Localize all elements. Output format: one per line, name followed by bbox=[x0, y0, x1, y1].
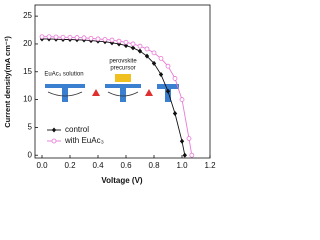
y-tick-label: 5 bbox=[28, 123, 33, 132]
point bbox=[88, 35, 94, 41]
legend-label: with EuAc₃ bbox=[64, 136, 104, 145]
point bbox=[46, 34, 52, 40]
point bbox=[123, 39, 129, 45]
point bbox=[53, 34, 59, 40]
point bbox=[144, 46, 150, 52]
x-tick-label: 0.8 bbox=[148, 161, 160, 170]
spin-arrow bbox=[47, 91, 83, 97]
point bbox=[182, 152, 187, 158]
chuck bbox=[120, 88, 126, 102]
point bbox=[165, 88, 171, 94]
chuck bbox=[62, 88, 68, 102]
point bbox=[74, 35, 80, 40]
point bbox=[67, 34, 73, 40]
y-tick-label: 25 bbox=[23, 11, 32, 20]
point bbox=[172, 76, 178, 81]
point bbox=[186, 136, 192, 141]
inset: EuAc₃ solution perovskite precursor bbox=[44, 59, 179, 102]
x-tick-label: 0.2 bbox=[64, 161, 76, 170]
plot-frame bbox=[34, 4, 211, 159]
substrate bbox=[105, 84, 141, 88]
point bbox=[39, 34, 45, 40]
point bbox=[95, 36, 101, 42]
x-tick-label: 0.6 bbox=[120, 161, 132, 170]
point bbox=[158, 56, 164, 61]
drop bbox=[115, 74, 131, 82]
x-tick-label: 1.2 bbox=[204, 161, 216, 170]
y-tick-label: 0 bbox=[28, 150, 33, 159]
arrow-icon bbox=[92, 89, 100, 96]
spin-arrow bbox=[107, 91, 139, 97]
legend-marker bbox=[51, 127, 57, 133]
inset-label: precursor bbox=[110, 66, 135, 72]
point bbox=[102, 37, 108, 42]
chuck bbox=[165, 89, 171, 102]
y-tick-label: 20 bbox=[23, 39, 32, 48]
x-tick-label: 1.0 bbox=[176, 161, 188, 170]
series-line bbox=[42, 38, 186, 156]
inset-label: EuAc₃ solution bbox=[44, 72, 83, 78]
point bbox=[116, 38, 122, 44]
chart: Voltage (V) Current density(mA cm⁻²) EuA… bbox=[3, 4, 216, 185]
y-tick-label: 15 bbox=[23, 67, 32, 76]
point bbox=[179, 138, 185, 144]
point bbox=[151, 50, 157, 56]
point bbox=[158, 72, 164, 78]
point bbox=[137, 43, 143, 49]
x-tick-label: 0.0 bbox=[36, 161, 48, 170]
point bbox=[109, 37, 115, 43]
point bbox=[130, 41, 136, 47]
y-tick-label: 10 bbox=[23, 95, 32, 104]
point bbox=[179, 97, 185, 102]
point bbox=[172, 110, 178, 116]
point bbox=[165, 63, 171, 69]
y-axis-label: Current density(mA cm⁻²) bbox=[3, 36, 12, 128]
arrow-icon bbox=[145, 89, 153, 96]
point bbox=[81, 35, 87, 41]
point bbox=[189, 152, 195, 158]
inset-label: perovskite bbox=[109, 59, 137, 65]
substrate bbox=[45, 84, 85, 88]
legend-marker bbox=[51, 138, 57, 144]
film bbox=[157, 84, 179, 89]
legend-label: control bbox=[65, 125, 89, 134]
x-axis-label: Voltage (V) bbox=[101, 176, 143, 185]
point bbox=[60, 34, 66, 40]
point bbox=[144, 53, 150, 59]
point bbox=[137, 48, 143, 54]
point bbox=[130, 45, 136, 51]
x-tick-label: 0.4 bbox=[92, 161, 104, 170]
point bbox=[151, 60, 157, 66]
